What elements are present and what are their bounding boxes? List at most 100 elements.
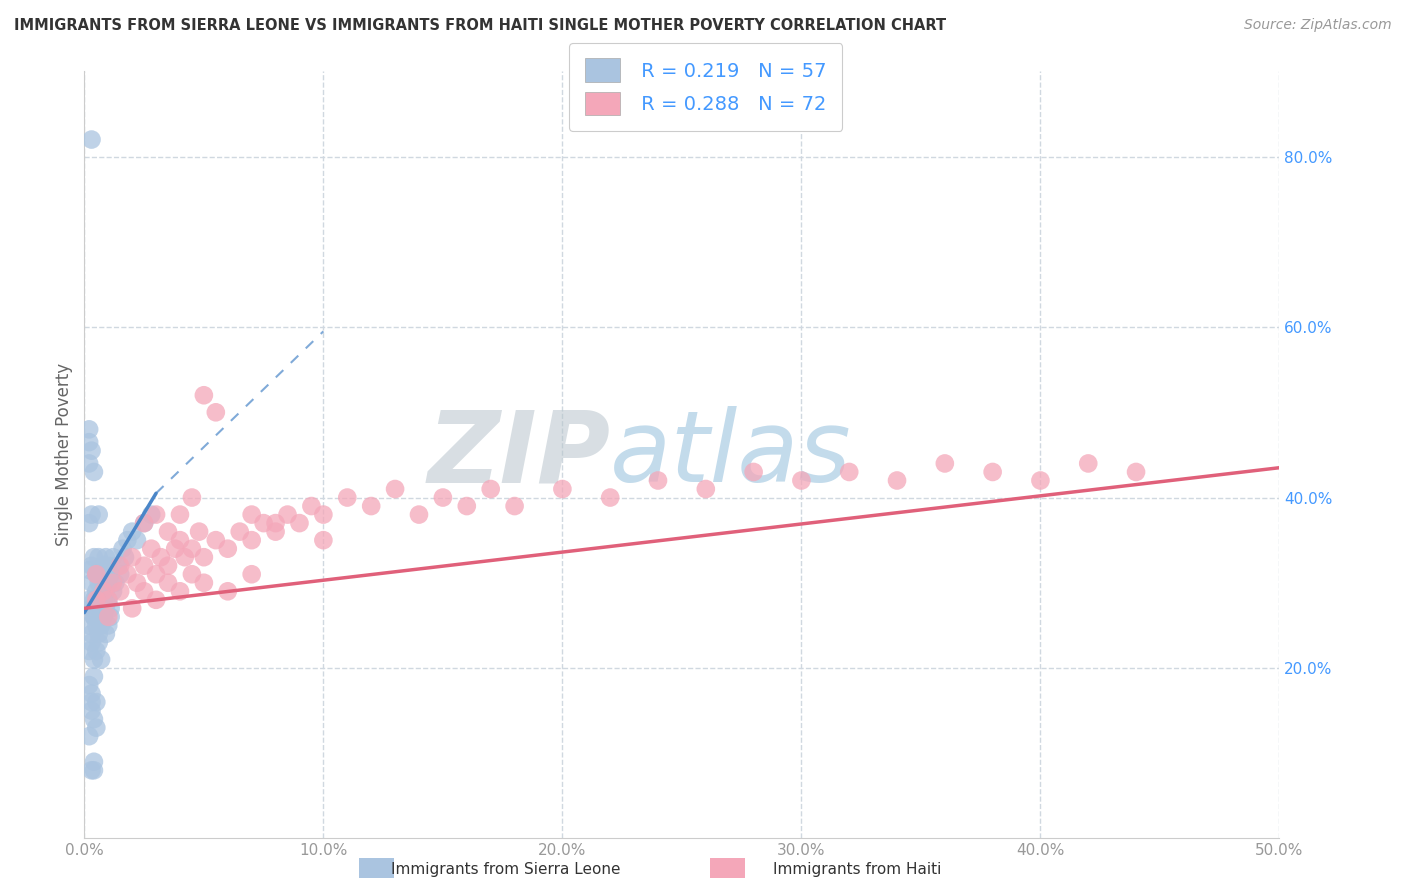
Point <box>86 618 108 632</box>
Text: Immigrants from Sierra Leone: Immigrants from Sierra Leone <box>391 863 621 877</box>
Point <box>77 457 100 471</box>
Point <box>77 435 100 450</box>
Point <box>132 584 156 599</box>
Point <box>111 541 134 556</box>
Point <box>503 499 526 513</box>
Point <box>77 516 100 530</box>
Point <box>205 533 228 548</box>
Point <box>165 541 187 556</box>
Point <box>193 575 215 590</box>
Point <box>1125 465 1147 479</box>
Point <box>132 516 156 530</box>
Point <box>695 482 717 496</box>
Point <box>132 516 156 530</box>
Legend:  R = 0.219   N = 57,  R = 0.288   N = 72: R = 0.219 N = 57, R = 0.288 N = 72 <box>569 43 842 131</box>
Point <box>90 610 112 624</box>
Point <box>742 465 765 479</box>
Point <box>97 575 120 590</box>
Text: atlas: atlas <box>610 407 852 503</box>
Point <box>94 627 117 641</box>
Point <box>80 558 103 573</box>
Point <box>87 508 110 522</box>
Point <box>934 457 956 471</box>
Text: IMMIGRANTS FROM SIERRA LEONE VS IMMIGRANTS FROM HAITI SINGLE MOTHER POVERTY CORR: IMMIGRANTS FROM SIERRA LEONE VS IMMIGRAN… <box>14 18 946 33</box>
Point <box>110 567 132 582</box>
Point <box>790 474 813 488</box>
Point <box>114 550 136 565</box>
Point <box>80 575 103 590</box>
Point <box>110 584 132 599</box>
Point <box>981 465 1004 479</box>
Point <box>117 567 139 582</box>
Point <box>77 618 100 632</box>
Point <box>169 584 191 599</box>
Point <box>86 721 108 735</box>
Point <box>125 575 148 590</box>
Point <box>599 491 621 505</box>
Point <box>80 635 103 649</box>
FancyBboxPatch shape <box>710 858 745 878</box>
Point <box>80 627 103 641</box>
Point <box>97 592 120 607</box>
Point <box>173 550 195 565</box>
Point <box>90 592 112 607</box>
Point <box>94 601 117 615</box>
Point <box>647 474 669 488</box>
Point <box>87 627 110 641</box>
Point <box>83 550 105 565</box>
Point <box>90 652 112 666</box>
Point <box>93 575 115 590</box>
Point <box>253 516 276 530</box>
Point <box>83 465 105 479</box>
Point <box>87 601 110 615</box>
Point <box>169 508 191 522</box>
Point <box>77 678 100 692</box>
Point <box>90 567 112 582</box>
Text: ZIP: ZIP <box>427 407 610 503</box>
Point <box>101 575 124 590</box>
Point <box>193 388 215 402</box>
Point <box>181 567 204 582</box>
Point <box>77 644 100 658</box>
Point <box>288 516 311 530</box>
Point <box>100 567 122 582</box>
Point <box>107 558 129 573</box>
Point <box>94 584 117 599</box>
Point <box>312 533 335 548</box>
Point <box>217 541 239 556</box>
Point <box>86 644 108 658</box>
Point <box>93 610 115 624</box>
Point <box>86 592 108 607</box>
Point <box>80 443 103 458</box>
Point <box>110 558 132 573</box>
Point <box>101 550 124 565</box>
Point <box>157 575 180 590</box>
Point <box>145 567 167 582</box>
Point <box>408 508 430 522</box>
Point <box>83 592 105 607</box>
Point <box>97 558 120 573</box>
Point <box>93 584 115 599</box>
Point <box>86 567 108 582</box>
Point <box>240 533 263 548</box>
Point <box>80 508 103 522</box>
Point <box>157 524 180 539</box>
Point <box>145 508 167 522</box>
Point <box>229 524 252 539</box>
Point <box>97 610 120 624</box>
Point <box>336 491 359 505</box>
Point <box>80 764 103 778</box>
Point <box>94 550 117 565</box>
Point <box>104 575 127 590</box>
Point <box>157 558 180 573</box>
Point <box>205 405 228 419</box>
Point <box>432 491 454 505</box>
Point <box>93 558 115 573</box>
Point <box>121 550 143 565</box>
Point <box>93 592 115 607</box>
Point <box>277 508 299 522</box>
Point <box>264 516 287 530</box>
Point <box>264 524 287 539</box>
Point <box>77 592 100 607</box>
Point <box>1077 457 1099 471</box>
